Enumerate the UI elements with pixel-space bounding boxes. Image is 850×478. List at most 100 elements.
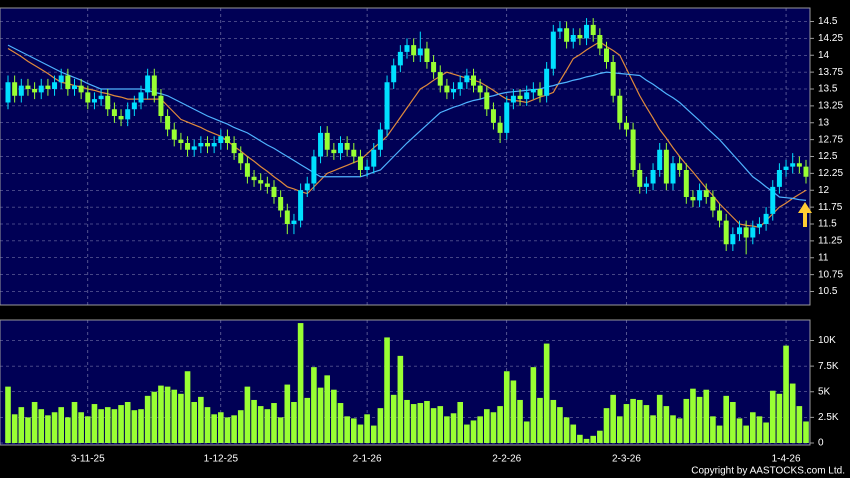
candle-body: [171, 129, 177, 140]
arrow-marker: [798, 202, 812, 227]
candle-body: [783, 166, 789, 170]
volume-bar: [630, 398, 636, 443]
candle-body: [756, 224, 762, 228]
volume-bar: [131, 410, 138, 443]
candle-body: [198, 143, 204, 147]
volume-bar: [211, 414, 217, 443]
volume-bar: [397, 355, 404, 443]
volume-bar: [437, 406, 444, 443]
volume-bar: [683, 398, 690, 443]
candle-body: [58, 75, 64, 83]
volume-bar: [750, 412, 756, 443]
candle-body: [111, 109, 117, 116]
candle-body: [331, 149, 337, 154]
candle-body: [91, 99, 97, 103]
candle-body: [471, 75, 476, 86]
candle-body: [244, 163, 250, 177]
candle-body: [637, 170, 643, 187]
candle-body: [357, 156, 363, 170]
candle-body: [431, 62, 437, 73]
volume-bar: [417, 403, 424, 443]
candle-body: [264, 183, 270, 187]
candle-body: [610, 62, 616, 96]
candle-body: [577, 35, 583, 39]
volume-bar: [5, 386, 11, 443]
candle-body: [417, 48, 423, 56]
candle-body: [617, 95, 623, 123]
volume-bar: [769, 390, 776, 443]
copyright: Copyright by AASTOCKS.com Ltd.: [691, 466, 845, 477]
volume-bar: [271, 403, 277, 443]
y-tick-label: 12.25: [818, 168, 843, 179]
volume-bar: [703, 389, 710, 443]
candle-body: [205, 143, 210, 147]
volume-bar: [231, 415, 237, 443]
volume-bar: [789, 383, 796, 443]
volume-bar: [18, 407, 25, 443]
volume-bar: [158, 385, 164, 443]
candle-body: [677, 163, 683, 170]
y-tick-label: 0: [818, 438, 824, 449]
volume-bar: [297, 323, 304, 443]
candle-body: [770, 186, 776, 214]
candle-body: [72, 85, 77, 89]
candle-body: [710, 197, 716, 211]
volume-bar: [756, 416, 763, 443]
y-tick-label: 2.5K: [818, 412, 839, 423]
x-tick-label: 1-12-25: [204, 454, 239, 465]
candle-body: [497, 122, 503, 133]
volume-bar: [550, 399, 557, 443]
candle-body: [32, 89, 38, 93]
volume-bar: [311, 367, 317, 443]
volume-bar: [523, 421, 530, 443]
x-tick-label: 2-1-26: [353, 454, 382, 465]
candle-body: [12, 82, 18, 96]
volume-bar: [11, 414, 18, 443]
volume-bar: [257, 406, 264, 443]
volume-bar: [557, 407, 563, 443]
volume-bar: [151, 391, 158, 443]
candle-body: [451, 89, 457, 93]
volume-bar: [690, 388, 696, 443]
candle-body: [18, 85, 24, 96]
volume-bar: [390, 394, 397, 443]
volume-bar: [590, 435, 596, 443]
candle-body: [564, 28, 570, 42]
candle-body: [397, 51, 403, 66]
candle-body: [311, 156, 317, 184]
volume-bar: [377, 408, 384, 443]
candle-body: [384, 82, 390, 130]
volume-bar: [577, 434, 583, 443]
volume-bar: [444, 416, 450, 443]
candle-body: [145, 75, 151, 93]
candle-body: [271, 186, 277, 197]
volume-bar: [404, 399, 410, 443]
volume-bar: [85, 416, 91, 443]
volume-bar: [543, 343, 550, 443]
volume-bar: [71, 402, 78, 443]
candle-body: [697, 190, 703, 201]
volume-bar: [244, 386, 251, 443]
candle-body: [185, 143, 191, 150]
candle-body: [650, 170, 656, 184]
candle-body: [338, 143, 343, 154]
candle-body: [723, 220, 729, 245]
volume-bar: [710, 416, 716, 443]
volume-bar: [364, 414, 370, 443]
candle-body: [743, 227, 749, 238]
volume-bar: [410, 404, 417, 443]
candle-body: [763, 213, 769, 224]
volume-bar: [450, 413, 457, 443]
candle-body: [457, 82, 463, 89]
candle-body: [690, 197, 696, 201]
volume-bar: [597, 430, 603, 443]
y-tick-label: 11.5: [818, 219, 837, 230]
candle-body: [524, 92, 530, 100]
candle-body: [251, 176, 257, 181]
candle-body: [663, 149, 669, 184]
y-tick-label: 13: [818, 117, 830, 128]
candle-body: [125, 109, 131, 120]
volume-bar: [171, 389, 178, 443]
volume-bar: [464, 424, 470, 443]
